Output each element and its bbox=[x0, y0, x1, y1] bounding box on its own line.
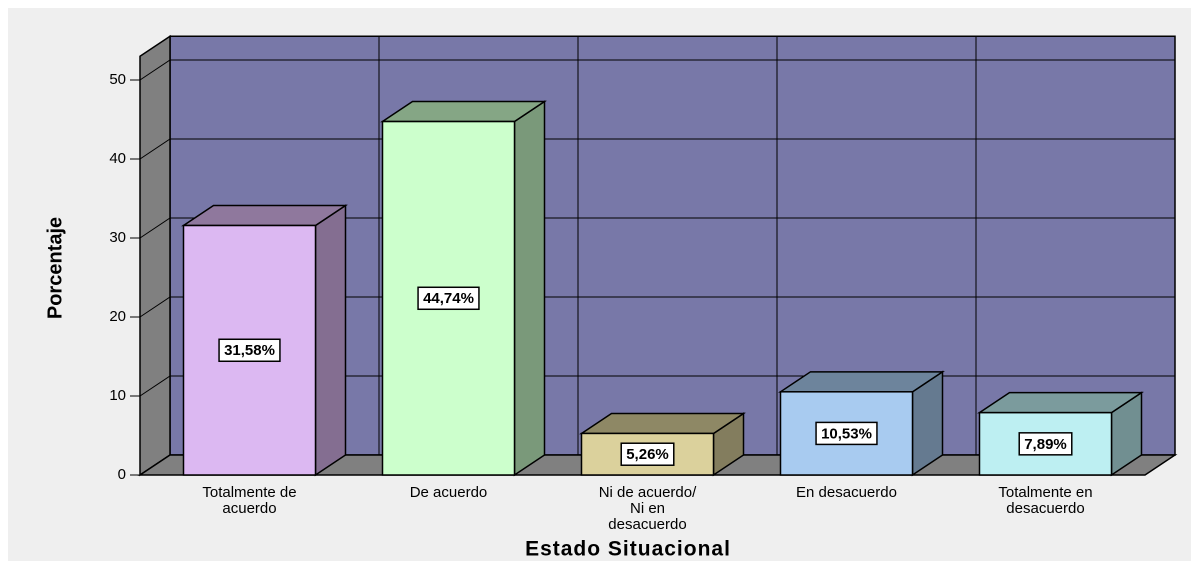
y-tick-label: 30 bbox=[109, 229, 126, 246]
bar bbox=[778, 370, 945, 477]
grid-line bbox=[139, 59, 1175, 81]
bar-top bbox=[778, 371, 945, 393]
value-label: 5,26% bbox=[626, 446, 669, 463]
value-label: 44,74% bbox=[423, 290, 474, 307]
x-tick-label: De acuerdo bbox=[410, 484, 488, 501]
grid-line bbox=[139, 138, 1175, 160]
bar-top bbox=[977, 391, 1144, 414]
value-label: 7,89% bbox=[1024, 436, 1067, 453]
y-tick-label: 0 bbox=[118, 466, 126, 483]
y-tick-label: 20 bbox=[109, 308, 126, 325]
value-label-box bbox=[417, 286, 480, 311]
x-tick-label: Totalmente de acuerdo bbox=[202, 484, 296, 517]
value-label: 31,58% bbox=[224, 342, 275, 359]
grid-line bbox=[139, 296, 1175, 318]
bar-top bbox=[579, 412, 746, 435]
grid-line bbox=[139, 217, 1175, 239]
y-tick-label: 10 bbox=[109, 387, 126, 404]
value-label: 10,53% bbox=[821, 425, 872, 442]
value-label-box bbox=[218, 338, 281, 363]
bar-side bbox=[314, 204, 347, 477]
x-tick-label: En desacuerdo bbox=[796, 484, 897, 501]
x-tick-label: Totalmente en desacuerdo bbox=[998, 484, 1092, 517]
value-label-box bbox=[620, 442, 675, 466]
side-wall bbox=[139, 34, 171, 477]
x-axis-label: Estado Situacional bbox=[525, 538, 731, 561]
value-label-box bbox=[1018, 432, 1073, 456]
y-axis-label: Porcentaje bbox=[44, 217, 66, 319]
y-tick-label: 50 bbox=[109, 71, 126, 88]
bar-top bbox=[181, 204, 348, 227]
bar-top bbox=[380, 100, 547, 123]
bar-side bbox=[513, 100, 546, 477]
x-tick-label: Ni de acuerdo/Ni en desacuerdo bbox=[599, 484, 697, 533]
bar bbox=[977, 391, 1144, 477]
value-label-box bbox=[815, 421, 878, 446]
bar bbox=[380, 100, 547, 477]
y-tick-label: 40 bbox=[109, 150, 126, 167]
